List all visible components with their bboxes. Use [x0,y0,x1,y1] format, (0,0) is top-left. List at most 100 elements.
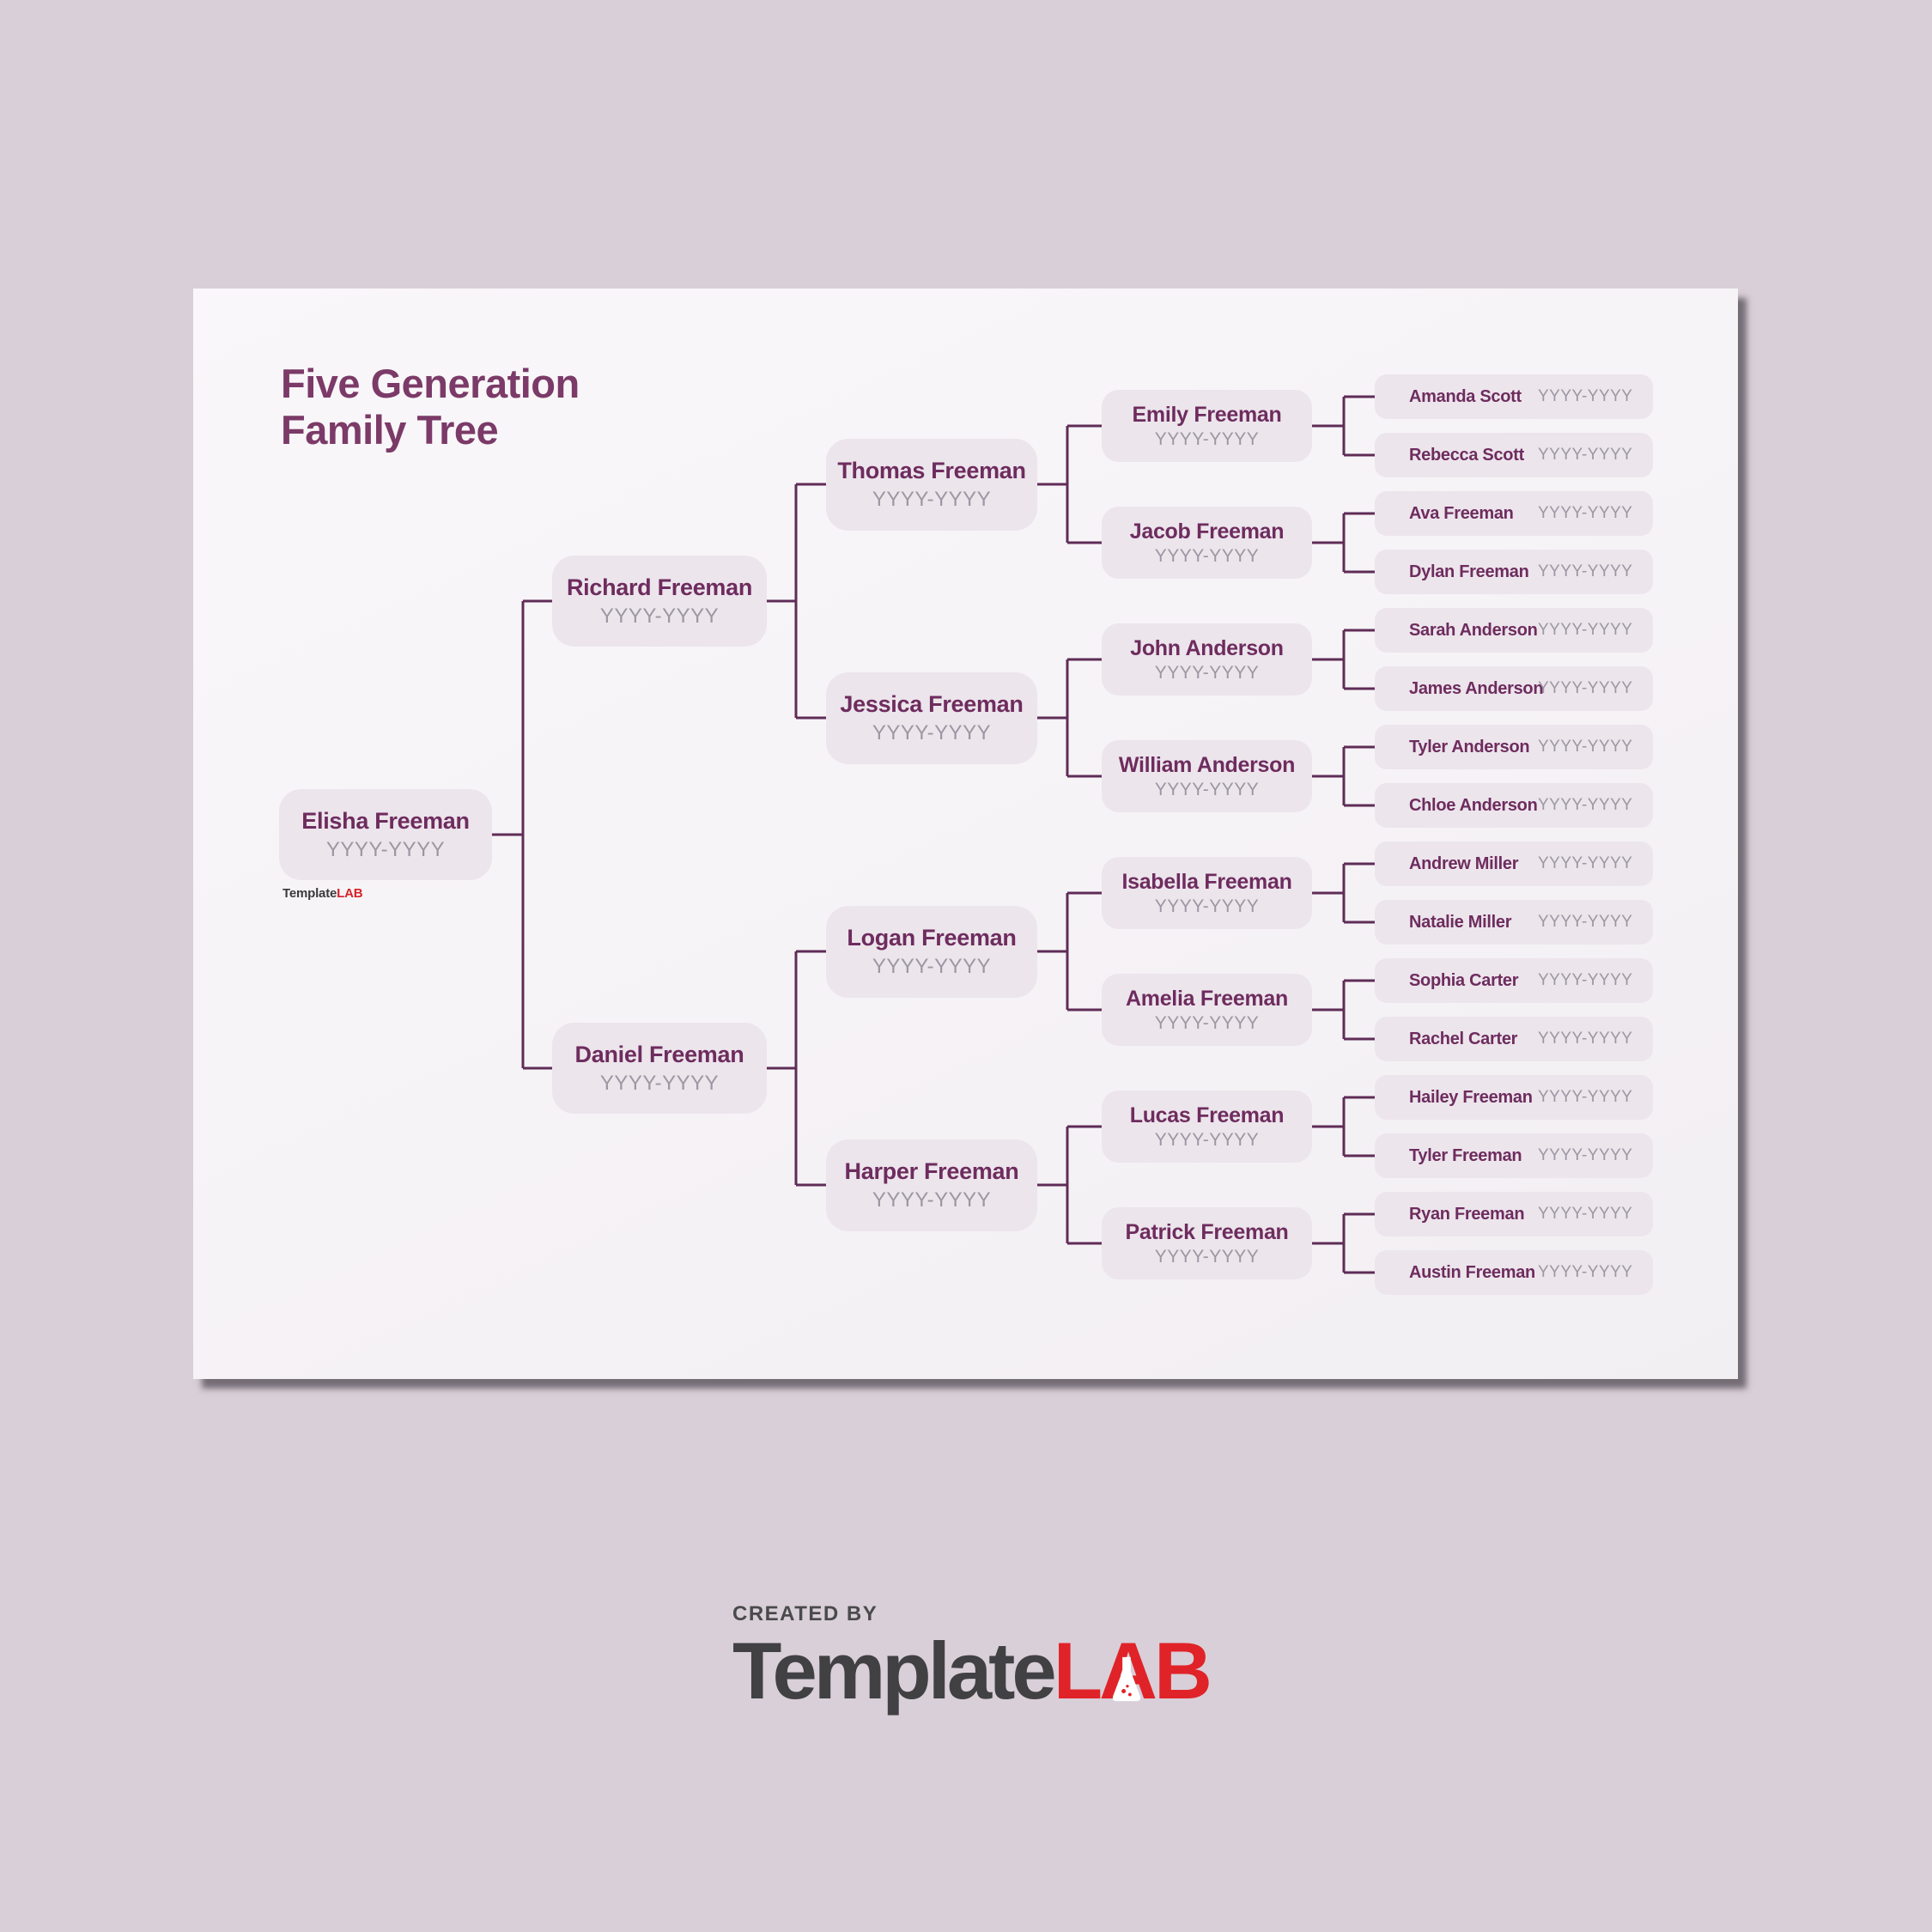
member-name: Emily Freeman [1132,402,1282,427]
member-years: YYYY-YYYY [1154,1246,1260,1267]
member-box: Tyler Anderson YYYY-YYYY [1375,725,1653,769]
member-years: YYYY-YYYY [1538,738,1633,756]
member-box: Elisha Freeman YYYY-YYYY [279,789,492,880]
member-box: Tyler Freeman YYYY-YYYY [1375,1133,1653,1178]
logo-a-letter: A [1099,1631,1157,1711]
member-box: Amanda Scott YYYY-YYYY [1375,374,1653,419]
member-years: YYYY-YYYY [1538,1205,1633,1223]
member-name: Rebecca Scott [1409,445,1524,465]
member-years: YYYY-YYYY [872,720,992,744]
member-name: Isabella Freeman [1121,869,1292,894]
member-name: Patrick Freeman [1125,1219,1289,1244]
member-years: YYYY-YYYY [325,837,446,861]
member-name: Andrew Miller [1409,854,1519,873]
member-box: Richard Freeman YYYY-YYYY [552,556,767,647]
member-years: YYYY-YYYY [1538,387,1633,405]
connector-lines [492,395,1375,1274]
member-box: William Anderson YYYY-YYYY [1102,740,1312,812]
logo-b-letter: B [1154,1625,1212,1716]
member-box: Hailey Freeman YYYY-YYYY [1375,1075,1653,1120]
member-name: William Anderson [1118,752,1296,777]
logo-template-text: Template [732,1625,1057,1716]
member-box: Sarah Anderson YYYY-YYYY [1375,608,1653,653]
member-name: Dylan Freeman [1409,562,1529,581]
member-years: YYYY-YYYY [1154,428,1260,449]
member-box: Isabella Freeman YYYY-YYYY [1102,857,1312,929]
member-box: Lucas Freeman YYYY-YYYY [1102,1091,1312,1163]
member-years: YYYY-YYYY [872,1188,992,1212]
page-title-line1: Five Generation [281,361,580,406]
flask-icon [1112,1656,1141,1702]
member-box: Rebecca Scott YYYY-YYYY [1375,433,1653,477]
member-years: YYYY-YYYY [1154,779,1260,799]
templatelab-logo: TemplateLAB [732,1631,1212,1711]
member-name: Logan Freeman [847,924,1017,951]
member-years: YYYY-YYYY [1154,1012,1260,1033]
member-years: YYYY-YYYY [1154,662,1260,683]
member-years: YYYY-YYYY [1538,1263,1633,1281]
page-title-line2: Family Tree [281,407,499,453]
member-name: Hailey Freeman [1409,1087,1533,1107]
member-name: Ryan Freeman [1409,1204,1525,1224]
member-name: Natalie Miller [1409,912,1512,932]
member-name: Harper Freeman [844,1157,1019,1184]
member-years: YYYY-YYYY [599,604,720,628]
member-years: YYYY-YYYY [1538,1088,1633,1106]
member-name: Austin Freeman [1409,1262,1535,1282]
member-box: Andrew Miller YYYY-YYYY [1375,841,1653,886]
member-years: YYYY-YYYY [1538,913,1633,931]
member-years: YYYY-YYYY [1538,1146,1633,1164]
member-name: James Anderson [1409,678,1544,698]
templatelab-watermark: TemplateLAB [283,886,363,901]
logo-l-letter: L [1053,1625,1103,1716]
member-name: Thomas Freeman [837,457,1026,483]
member-box: Dylan Freeman YYYY-YYYY [1375,550,1653,594]
member-years: YYYY-YYYY [1154,545,1260,566]
watermark-lab-text: LAB [337,886,363,901]
member-name: Amelia Freeman [1126,986,1288,1011]
member-years: YYYY-YYYY [1538,854,1633,872]
member-name: John Anderson [1130,635,1284,660]
member-box: Jessica Freeman YYYY-YYYY [826,671,1037,764]
member-years: YYYY-YYYY [1538,1030,1633,1048]
member-box: Chloe Anderson YYYY-YYYY [1375,783,1653,828]
paper-sheet: Five Generation Family Tree Elisha Freem… [193,289,1738,1379]
member-box: James Anderson YYYY-YYYY [1375,666,1653,711]
member-years: YYYY-YYYY [1538,621,1633,639]
member-years: YYYY-YYYY [1538,679,1633,697]
member-box: John Anderson YYYY-YYYY [1102,623,1312,696]
member-box: Ryan Freeman YYYY-YYYY [1375,1192,1653,1236]
member-years: YYYY-YYYY [1154,1129,1260,1150]
member-name: Jacob Freeman [1129,519,1285,544]
footer-brand: CREATED BY TemplateLAB [732,1602,1212,1711]
member-box: Thomas Freeman YYYY-YYYY [826,438,1037,531]
member-name: Amanda Scott [1409,386,1522,406]
member-box: Daniel Freeman YYYY-YYYY [552,1023,767,1114]
member-name: Ava Freeman [1409,503,1514,523]
member-name: Sophia Carter [1409,970,1519,990]
member-box: Emily Freeman YYYY-YYYY [1102,390,1312,462]
member-box: Patrick Freeman YYYY-YYYY [1102,1207,1312,1279]
member-name: Daniel Freeman [574,1041,744,1067]
member-box: Rachel Carter YYYY-YYYY [1375,1017,1653,1061]
member-years: YYYY-YYYY [1538,504,1633,522]
member-name: Elisha Freeman [301,807,470,834]
member-box: Jacob Freeman YYYY-YYYY [1102,507,1312,579]
created-by-label: CREATED BY [732,1602,878,1625]
tree-connectors [492,395,1375,1274]
member-name: Rachel Carter [1409,1029,1518,1048]
member-years: YYYY-YYYY [1538,796,1633,814]
member-box: Amelia Freeman YYYY-YYYY [1102,974,1312,1046]
member-name: Chloe Anderson [1409,795,1538,815]
member-name: Tyler Anderson [1409,737,1530,756]
member-box: Natalie Miller YYYY-YYYY [1375,900,1653,945]
member-box: Ava Freeman YYYY-YYYY [1375,491,1653,536]
member-box: Harper Freeman YYYY-YYYY [826,1139,1037,1231]
member-years: YYYY-YYYY [599,1071,720,1095]
member-name: Tyler Freeman [1409,1145,1522,1165]
member-years: YYYY-YYYY [872,487,992,511]
page-title: Five Generation Family Tree [281,361,580,453]
member-years: YYYY-YYYY [1538,971,1633,989]
member-years: YYYY-YYYY [1538,562,1633,580]
